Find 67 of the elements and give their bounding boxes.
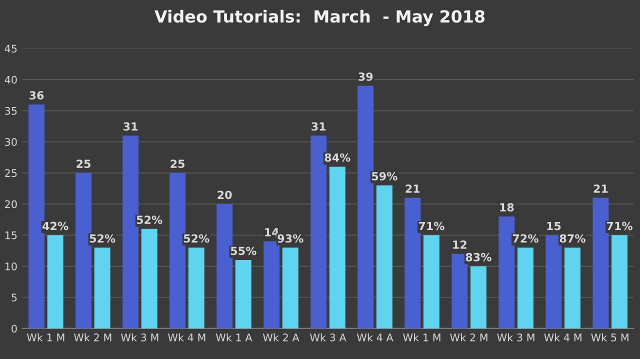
- data-label: 21: [594, 184, 608, 193]
- x-tick-label: Wk 4 M: [168, 333, 206, 342]
- bar: [94, 248, 110, 328]
- x-tick-label: Wk 1 M: [403, 333, 440, 342]
- y-tick-label: 40: [4, 76, 17, 84]
- x-tick-label: Wk 3 A: [310, 333, 346, 342]
- bar: [358, 86, 374, 328]
- data-label: 15: [547, 222, 561, 230]
- annotation: 55%: [230, 246, 256, 256]
- y-tick-label: 0: [12, 324, 17, 333]
- data-label: 25: [76, 160, 90, 168]
- bar: [28, 104, 44, 328]
- x-tick-label: Wk 3 M: [121, 333, 158, 342]
- annotation: 83%: [466, 252, 492, 262]
- data-label: 31: [312, 122, 326, 131]
- bar: [282, 248, 298, 328]
- data-label: 36: [30, 91, 44, 100]
- bar: [517, 248, 534, 328]
- bar: [470, 266, 486, 328]
- data-label: 20: [218, 190, 232, 200]
- bar: [329, 166, 346, 328]
- annotation: 71%: [418, 222, 444, 230]
- annotation: 87%: [560, 234, 586, 243]
- data-label: 39: [358, 72, 373, 81]
- bar: [612, 235, 628, 328]
- annotation: 59%: [372, 172, 398, 180]
- y-tick-label: 5: [12, 294, 17, 302]
- bar: [216, 204, 233, 328]
- bar: [592, 198, 609, 328]
- x-tick-label: Wk 4 A: [357, 333, 394, 342]
- x-tick-label: Wk 5 M: [591, 333, 628, 342]
- bar: [141, 228, 158, 328]
- data-label: 25: [170, 160, 185, 168]
- annotation: 52%: [90, 234, 116, 243]
- data-label: 21: [406, 184, 420, 193]
- x-tick-label: Wk 1 M: [26, 333, 64, 342]
- y-tick-label: 25: [5, 169, 17, 178]
- data-label: 12: [453, 240, 466, 249]
- bar: [564, 248, 580, 328]
- data-label: 31: [124, 122, 138, 131]
- y-tick-label: 20: [5, 200, 17, 208]
- bar: [47, 235, 64, 328]
- chart-title: Video Tutorials: March - May 2018: [154, 10, 485, 26]
- x-tick-label: Wk 2 M: [74, 333, 112, 342]
- x-tick-label: Wk 2 M: [450, 333, 488, 342]
- data-label: 18: [500, 203, 514, 212]
- x-tick-label: Wk 3 M: [497, 333, 534, 342]
- x-tick-label: Wk 2 A: [262, 333, 300, 342]
- x-tick-label: Wk 1 A: [216, 333, 252, 342]
- bar: [376, 185, 392, 328]
- annotation: 71%: [606, 222, 632, 230]
- annotation: 93%: [278, 234, 304, 243]
- y-tick-label: 30: [5, 138, 17, 146]
- annotation: 52%: [136, 216, 162, 224]
- annotation: 84%: [324, 153, 350, 162]
- annotation: 42%: [42, 222, 68, 230]
- bar: [188, 248, 204, 328]
- x-tick-label: Wk 4 M: [544, 333, 582, 342]
- bar: [264, 241, 280, 328]
- bar: [235, 260, 252, 328]
- bar: [423, 235, 440, 328]
- y-tick-label: 15: [5, 232, 17, 240]
- annotation: 52%: [184, 234, 210, 243]
- y-tick-label: 10: [5, 262, 17, 270]
- y-tick-label: 45: [4, 44, 17, 53]
- y-tick-label: 35: [5, 106, 17, 115]
- annotation: 72%: [512, 234, 538, 243]
